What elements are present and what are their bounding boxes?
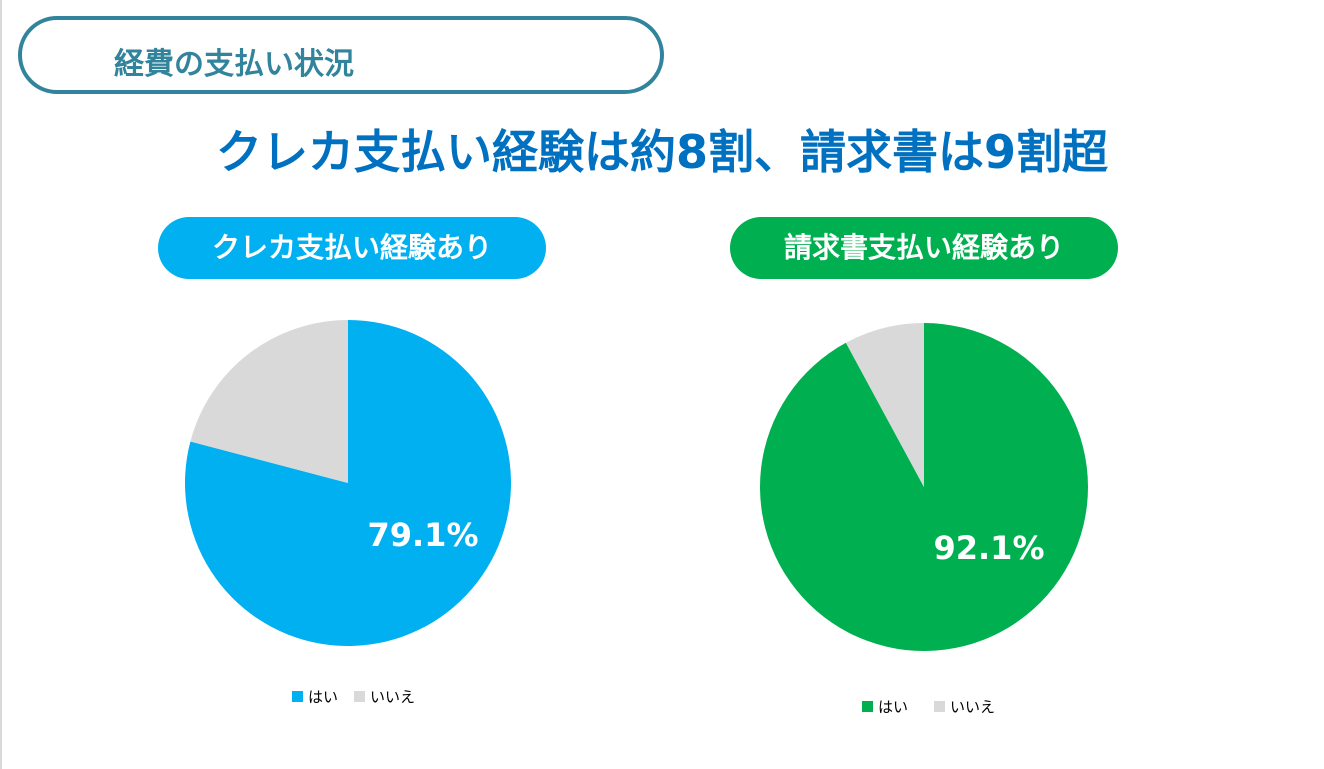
legend-swatch-yes [292, 691, 303, 702]
legend-swatch-no [934, 701, 946, 712]
section-label: 経費の支払い状況 [114, 47, 354, 82]
credit-card-chart-panel: クレカ支払い経験あり 79.1% はい いいえ [158, 217, 546, 707]
slide-left-border [0, 0, 2, 769]
legend-label-no: いいえ [950, 698, 996, 716]
legend-label-no: いいえ [370, 688, 416, 706]
legend-item-no: いいえ [934, 696, 995, 717]
invoice-chart-title: 請求書支払い経験あり [730, 217, 1118, 279]
pie-slice-no [190, 320, 348, 483]
legend-item-yes: はい [862, 696, 908, 717]
credit-card-pie-chart: 79.1% [185, 320, 512, 646]
pie-slice-yes [185, 320, 512, 646]
slide-headline: クレカ支払い経験は約8割、請求書は9割超 [215, 125, 1108, 179]
credit-card-chart-title: クレカ支払い経験あり [158, 217, 546, 279]
credit-card-legend: はい いいえ [292, 686, 431, 707]
invoice-chart-panel: 請求書支払い経験あり 92.1% はい いいえ [662, 0, 1324, 769]
legend-item-yes: はい [292, 686, 338, 707]
pie-data-label: 92.1% [933, 529, 1044, 567]
legend-swatch-yes [862, 701, 873, 712]
legend-label-yes: はい [878, 698, 909, 716]
legend-swatch-no [354, 691, 366, 702]
legend-label-yes: はい [308, 688, 339, 706]
invoice-legend: はい いいえ [862, 696, 1011, 717]
section-label-box: 経費の支払い状況 [18, 16, 664, 94]
legend-item-no: いいえ [354, 686, 415, 707]
pie-slice-yes [759, 323, 1088, 651]
pie-slice-no [845, 323, 924, 487]
invoice-pie-chart: 92.1% [759, 323, 1088, 651]
pie-data-label: 79.1% [367, 516, 478, 554]
